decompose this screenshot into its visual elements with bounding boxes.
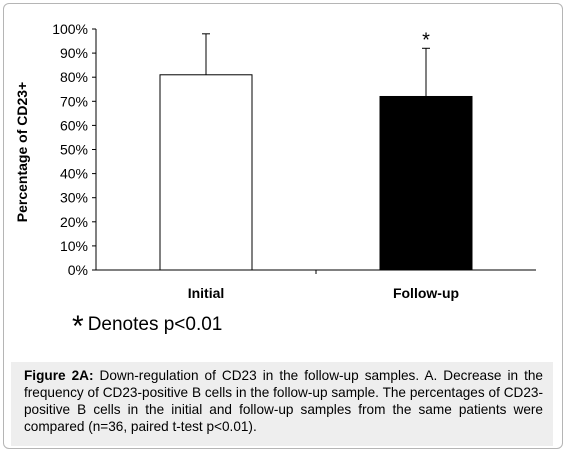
bar-chart: 0% 10% 20% 30% 40% 50% 60% 70% 80% 90% 100% Initia… [14, 21, 536, 301]
y-tick-label: 30% [60, 190, 88, 206]
bar-initial [159, 74, 253, 271]
y-tick-label: 70% [60, 93, 88, 109]
y-tick-label: 60% [60, 117, 88, 133]
x-axis: Initial Follow-up [96, 269, 536, 301]
caption-label: Figure 2A: [24, 368, 94, 383]
y-tick-label: 90% [60, 45, 88, 61]
y-tick-label: 10% [60, 238, 88, 254]
x-tick-label: Initial [188, 285, 225, 301]
y-tick-label: 0% [68, 262, 88, 278]
caption-text: Down-regulation of CD23 in the follow-up… [24, 368, 543, 434]
note-symbol: * [72, 310, 84, 343]
significance-note: * Denotes p<0.01 [72, 310, 223, 343]
y-tick-label: 50% [60, 142, 88, 158]
y-tick-label: 80% [60, 69, 88, 85]
y-tick-label: 20% [60, 214, 88, 230]
y-axis-label: Percentage of CD23+ [14, 82, 30, 222]
y-tick-label: 100% [52, 21, 88, 37]
y-axis: 0% 10% 20% 30% 40% 50% 60% 70% 80% 90% 100% [52, 21, 97, 278]
bars: * [159, 29, 473, 271]
note-text: Denotes p<0.01 [87, 314, 223, 335]
significance-marker: * [422, 29, 430, 51]
x-tick-label: Follow-up [393, 285, 459, 301]
figure-caption: Figure 2A: Down-regulation of CD23 in th… [11, 362, 553, 446]
y-tick-label: 40% [60, 166, 88, 182]
bar-follow-up [379, 95, 473, 271]
